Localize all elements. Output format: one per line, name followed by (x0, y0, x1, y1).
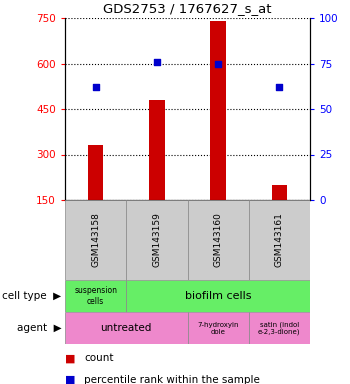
Text: biofilm cells: biofilm cells (185, 291, 251, 301)
Text: satin (indol
e-2,3-dione): satin (indol e-2,3-dione) (258, 321, 301, 335)
Title: GDS2753 / 1767627_s_at: GDS2753 / 1767627_s_at (103, 2, 272, 15)
Text: 7-hydroxyin
dole: 7-hydroxyin dole (197, 321, 239, 334)
FancyBboxPatch shape (65, 200, 126, 280)
Bar (88, 146, 103, 200)
Point (215, 60, 221, 66)
Bar (149, 100, 164, 200)
Bar (210, 21, 226, 200)
FancyBboxPatch shape (65, 312, 188, 344)
FancyBboxPatch shape (126, 280, 310, 312)
Point (154, 59, 160, 65)
Text: GSM143160: GSM143160 (214, 213, 223, 267)
FancyBboxPatch shape (188, 200, 249, 280)
Point (93, 84, 98, 90)
Text: count: count (84, 353, 114, 363)
Text: cell type  ▶: cell type ▶ (2, 291, 62, 301)
Text: untreated: untreated (100, 323, 152, 333)
FancyBboxPatch shape (188, 312, 249, 344)
Point (276, 84, 282, 90)
FancyBboxPatch shape (249, 200, 310, 280)
Text: agent  ▶: agent ▶ (17, 323, 62, 333)
FancyBboxPatch shape (126, 200, 188, 280)
Text: ■: ■ (65, 353, 76, 363)
Text: GSM143161: GSM143161 (275, 213, 284, 267)
Text: GSM143159: GSM143159 (152, 213, 161, 267)
FancyBboxPatch shape (65, 280, 126, 312)
Text: percentile rank within the sample: percentile rank within the sample (84, 375, 260, 384)
Text: GSM143158: GSM143158 (91, 213, 100, 267)
Text: suspension
cells: suspension cells (74, 286, 117, 306)
FancyBboxPatch shape (249, 312, 310, 344)
Text: ■: ■ (65, 375, 76, 384)
Bar (272, 185, 287, 200)
